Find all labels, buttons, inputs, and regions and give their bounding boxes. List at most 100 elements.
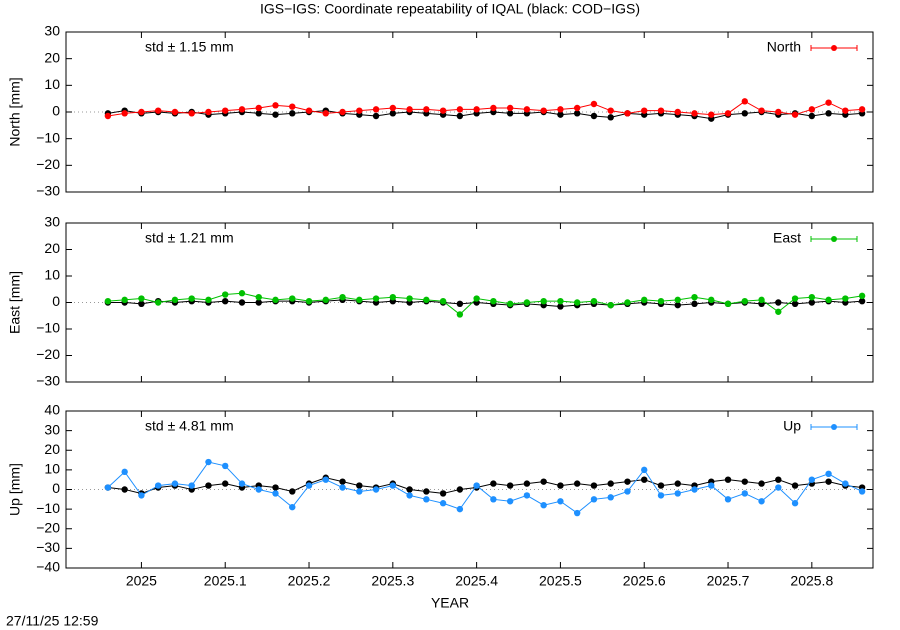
- data-point: [506, 110, 514, 117]
- data-point: [121, 468, 128, 476]
- data-point: [305, 482, 313, 489]
- data-point: [641, 296, 648, 304]
- data-point: [406, 106, 413, 113]
- data-point: [741, 110, 748, 117]
- y-tick-label: −30: [36, 183, 60, 199]
- y-tick-label: 20: [44, 441, 60, 457]
- data-point: [657, 107, 665, 114]
- y-tick-label: −20: [36, 519, 60, 535]
- data-point: [222, 480, 229, 487]
- data-point: [372, 295, 380, 302]
- data-point: [372, 106, 380, 113]
- y-tick-label: 40: [44, 402, 60, 418]
- annotation: std ± 1.15 mm: [145, 39, 234, 55]
- y-tick-label: 0: [52, 103, 60, 119]
- y-tick-label: −10: [36, 320, 60, 336]
- data-point: [724, 496, 732, 503]
- data-point: [691, 486, 698, 493]
- data-point: [255, 294, 262, 301]
- series: [104, 474, 866, 497]
- data-point: [758, 498, 765, 505]
- data-point: [406, 492, 413, 499]
- data-point: [607, 114, 614, 121]
- data-point: [272, 484, 279, 491]
- data-point: [506, 300, 514, 308]
- data-point: [791, 111, 799, 118]
- timestamp: 27/11/25 12:59: [6, 613, 99, 629]
- data-point: [691, 294, 698, 301]
- x-tick-label: 2025: [126, 573, 157, 589]
- y-tick-label: −20: [36, 156, 60, 172]
- data-point: [289, 503, 296, 511]
- data-point: [775, 476, 782, 483]
- data-point: [372, 112, 380, 120]
- data-point: [456, 311, 464, 318]
- data-point: [523, 480, 531, 487]
- data-point: [641, 466, 648, 474]
- chart-title: IGS−IGS: Coordinate repeatability of IQA…: [260, 1, 640, 17]
- series-line: [107, 292, 863, 316]
- data-point: [791, 500, 799, 507]
- y-tick-label: 10: [44, 461, 60, 477]
- data-point: [238, 290, 246, 297]
- data-point: [674, 296, 681, 304]
- data-point: [154, 107, 162, 114]
- annotation: std ± 4.81 mm: [145, 418, 234, 434]
- data-point: [121, 486, 128, 493]
- data-point: [557, 482, 564, 489]
- data-point: [674, 490, 681, 497]
- y-tick-label: −20: [36, 346, 60, 362]
- y-tick-label: 20: [44, 240, 60, 256]
- legend-symbol: [831, 424, 837, 430]
- data-point: [624, 299, 631, 306]
- data-point: [456, 106, 464, 113]
- data-point: [205, 458, 212, 466]
- data-point: [205, 296, 212, 304]
- data-point: [121, 296, 128, 304]
- data-point: [339, 108, 346, 116]
- data-point: [741, 98, 748, 105]
- data-point: [473, 106, 480, 113]
- data-point: [171, 480, 179, 487]
- data-point: [758, 296, 765, 304]
- data-point: [540, 478, 547, 485]
- data-point: [607, 107, 614, 114]
- data-point: [456, 300, 464, 308]
- data-point: [154, 482, 162, 489]
- data-point: [858, 488, 866, 495]
- x-tick-label: 2025.7: [707, 573, 750, 589]
- data-point: [272, 296, 279, 304]
- x-tick-label: 2025.4: [455, 573, 498, 589]
- data-point: [272, 490, 279, 497]
- plot-frame: [65, 410, 874, 569]
- data-point: [741, 478, 748, 485]
- data-point: [439, 297, 447, 305]
- data-point: [808, 476, 816, 483]
- data-point: [590, 496, 598, 503]
- data-point: [657, 482, 665, 489]
- data-point: [188, 295, 195, 302]
- data-point: [741, 297, 748, 305]
- legend-symbol: [831, 45, 837, 51]
- data-point: [557, 498, 564, 505]
- series: [104, 98, 866, 120]
- y-tick-label: 20: [44, 49, 60, 65]
- data-point: [842, 295, 849, 302]
- data-point: [255, 486, 262, 493]
- data-point: [791, 300, 799, 308]
- data-point: [607, 301, 614, 309]
- data-point: [573, 299, 581, 306]
- data-point: [322, 110, 329, 117]
- data-point: [540, 107, 547, 114]
- data-point: [590, 100, 598, 108]
- data-point: [858, 106, 866, 113]
- data-point: [490, 496, 497, 503]
- series-line: [107, 100, 863, 117]
- data-point: [573, 480, 581, 487]
- data-point: [858, 292, 866, 300]
- data-point: [389, 110, 397, 117]
- data-point: [222, 107, 229, 114]
- data-point: [322, 476, 329, 483]
- data-point: [356, 488, 363, 495]
- data-point: [825, 296, 832, 304]
